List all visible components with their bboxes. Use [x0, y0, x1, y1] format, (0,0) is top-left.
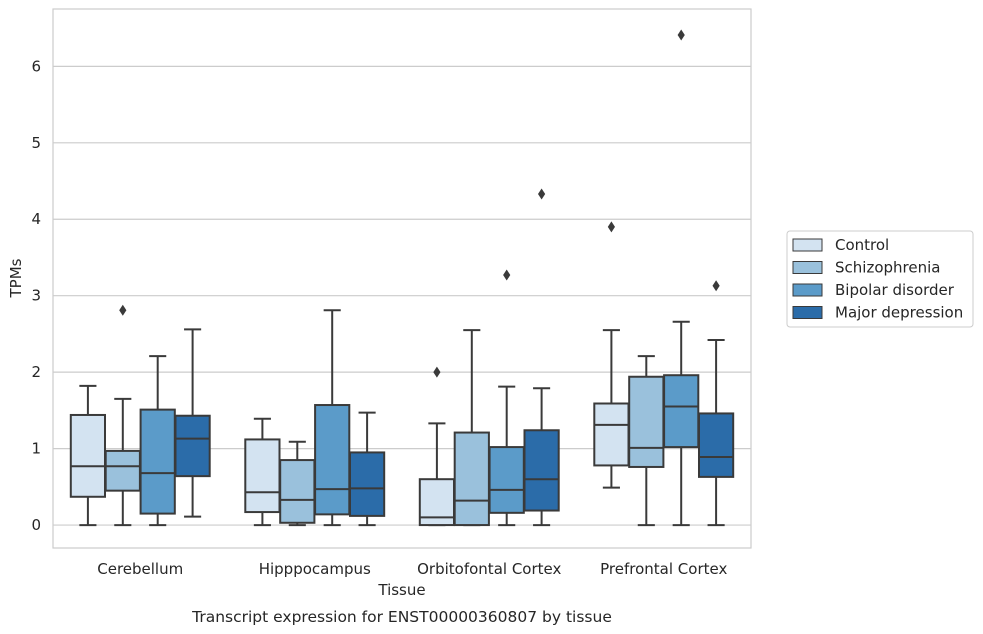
- y-tick-label: 2: [31, 363, 41, 381]
- box-group: [418, 366, 456, 527]
- box-group: [174, 328, 211, 518]
- y-tick-label: 5: [31, 134, 41, 152]
- y-tick-label: 6: [31, 57, 41, 75]
- box-group: [348, 411, 386, 527]
- box-groups: [69, 29, 735, 527]
- box: [348, 451, 386, 517]
- y-axis-label: TPMs: [7, 258, 25, 298]
- box: [104, 449, 141, 492]
- box: [279, 459, 316, 524]
- chart-caption: Transcript expression for ENST0000036080…: [191, 608, 612, 626]
- outlier-point: [503, 269, 511, 281]
- legend-label: Control: [835, 236, 889, 254]
- outlier-point: [607, 221, 615, 233]
- box: [697, 412, 735, 478]
- x-tick-label: Hipppocampus: [259, 560, 371, 578]
- box: [663, 374, 700, 449]
- x-tick-labels: Cerebellum Hipppocampus Orbitofontal Corte…: [97, 560, 727, 578]
- outlier-point: [119, 304, 127, 316]
- box-group: [139, 355, 176, 527]
- y-tick-labels: 0 1 2 3 4 5 6: [31, 57, 41, 534]
- box: [453, 431, 490, 527]
- outlier-point: [677, 29, 685, 41]
- legend-swatch: [792, 306, 823, 319]
- box: [523, 429, 560, 512]
- outlier-point: [712, 280, 720, 292]
- box: [593, 402, 630, 467]
- legend-label: Bipolar disorder: [835, 281, 955, 299]
- box: [69, 413, 107, 498]
- legend: Control Schizophrenia Bipolar disorder Majo…: [786, 230, 974, 328]
- box-group: [69, 384, 107, 527]
- box-group: [593, 221, 630, 489]
- box: [174, 414, 211, 478]
- x-tick-label: Cerebellum: [97, 560, 183, 578]
- y-tick-label: 1: [31, 440, 41, 458]
- outlier-point: [433, 366, 441, 378]
- box-group: [523, 188, 560, 527]
- box-group: [244, 417, 281, 527]
- legend-swatch: [792, 261, 823, 274]
- box-group: [314, 309, 351, 527]
- y-tick-label: 0: [31, 516, 41, 534]
- box-group: [663, 29, 700, 527]
- box-group: [453, 329, 490, 527]
- x-tick-label: Prefrontal Cortex: [600, 560, 727, 578]
- legend-label: Schizophrenia: [835, 259, 940, 277]
- y-tick-label: 4: [31, 210, 41, 228]
- box: [628, 375, 665, 468]
- box-group: [628, 355, 665, 527]
- x-axis-label: Tissue: [377, 581, 425, 599]
- box-group: [279, 440, 316, 527]
- plot-frame: [52, 8, 752, 549]
- box: [244, 438, 281, 514]
- box-group: [104, 304, 141, 527]
- legend-swatch: [792, 283, 823, 297]
- legend-label: Major depression: [835, 304, 963, 322]
- box: [139, 408, 176, 515]
- x-tick-label: Orbitofontal Cortex: [417, 560, 561, 578]
- legend-items: Control Schizophrenia Bipolar disorder Majo…: [792, 236, 963, 322]
- legend-swatch: [792, 238, 823, 252]
- box: [314, 404, 351, 516]
- box: [488, 446, 525, 514]
- legend-frame: [786, 230, 974, 328]
- y-tick-label: 3: [31, 287, 41, 305]
- box-group: [697, 280, 735, 527]
- box-group: [488, 269, 525, 527]
- outlier-point: [538, 188, 546, 200]
